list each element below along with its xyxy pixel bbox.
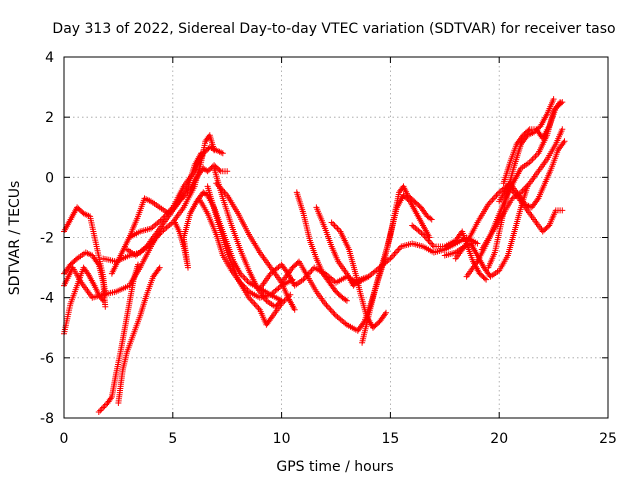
series-arc-13 bbox=[204, 183, 294, 328]
series-arc-28 bbox=[496, 183, 566, 235]
x-tick-label: 5 bbox=[168, 431, 177, 447]
plus-markers bbox=[478, 126, 566, 253]
grid bbox=[64, 57, 608, 418]
plus-markers bbox=[441, 183, 531, 280]
y-tick-label: 4 bbox=[45, 50, 54, 66]
series-arc-5 bbox=[95, 261, 141, 415]
plus-markers bbox=[95, 261, 141, 415]
y-tick-label: -4 bbox=[40, 291, 54, 307]
y-tick-label: 0 bbox=[45, 170, 54, 186]
x-tick-label: 15 bbox=[381, 431, 399, 447]
series-arc-1 bbox=[61, 204, 109, 298]
plus-markers bbox=[126, 144, 226, 241]
chart-title: Day 313 of 2022, Sidereal Day-to-day VTE… bbox=[52, 21, 615, 37]
series-arc-10 bbox=[126, 144, 226, 241]
series-arc-27 bbox=[500, 99, 566, 187]
plus-markers bbox=[115, 264, 163, 406]
axis-ticks: 0 5 10 15 20 25 -8 -6 -4 -2 0 2 4 bbox=[40, 50, 617, 447]
plus-markers bbox=[313, 204, 372, 289]
series-arc-29 bbox=[478, 126, 566, 253]
x-tick-label: 10 bbox=[273, 431, 291, 447]
series-arc-18 bbox=[293, 189, 350, 304]
series-arc-19 bbox=[313, 204, 372, 289]
plus-markers bbox=[496, 183, 566, 235]
y-axis-label: SDTVAR / TECUs bbox=[7, 181, 23, 296]
x-tick-label: 20 bbox=[490, 431, 508, 447]
x-axis-label: GPS time / hours bbox=[276, 459, 393, 475]
x-tick-label: 25 bbox=[599, 431, 617, 447]
series-arc-23 bbox=[441, 183, 531, 280]
series-arc-6 bbox=[115, 264, 163, 406]
y-tick-label: -2 bbox=[40, 231, 54, 247]
y-tick-label: -8 bbox=[40, 411, 54, 427]
y-tick-label: 2 bbox=[45, 110, 54, 126]
x-tick-label: 0 bbox=[60, 431, 69, 447]
plus-markers bbox=[359, 192, 433, 346]
plus-markers bbox=[61, 204, 109, 298]
y-tick-label: -6 bbox=[40, 351, 54, 367]
plus-markers bbox=[293, 189, 350, 304]
plus-markers bbox=[500, 99, 566, 187]
series-arc-21 bbox=[359, 192, 433, 346]
data-marks bbox=[61, 96, 568, 415]
plus-markers bbox=[204, 183, 294, 328]
